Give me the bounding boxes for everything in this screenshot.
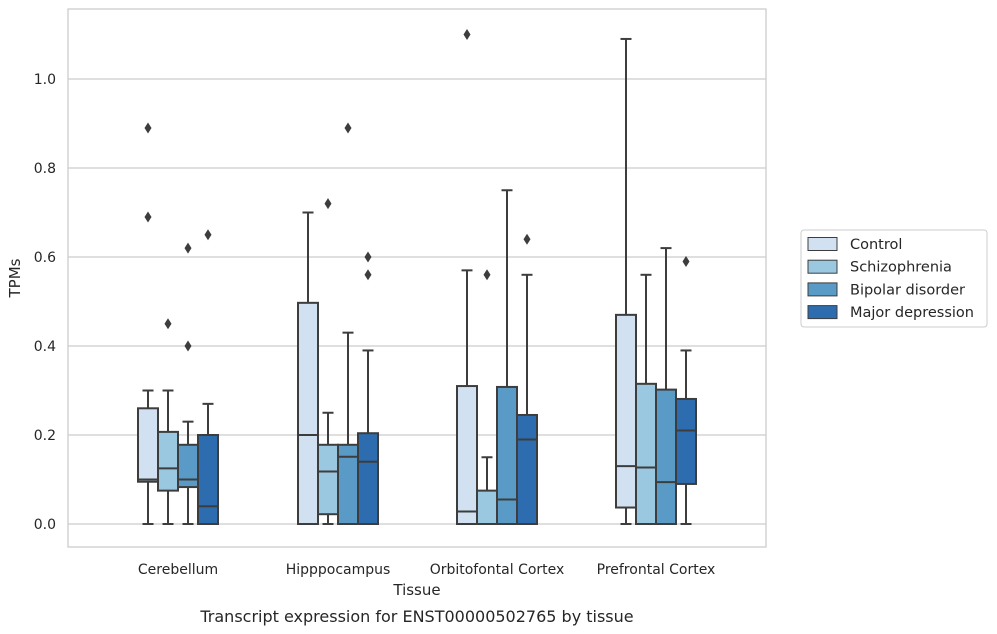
outlier-point: [682, 255, 690, 267]
box-body: [655, 388, 677, 525]
legend-label: Major depression: [850, 305, 974, 321]
box-body: [297, 301, 319, 525]
box-plot: [297, 211, 319, 525]
box-plot: [177, 242, 199, 525]
legend-label: Control: [850, 237, 902, 253]
series-bipolar-disorder: [177, 122, 677, 526]
box-body: [197, 434, 219, 525]
x-tick-label: Hipppocampus: [286, 562, 391, 578]
box-body: [317, 443, 339, 516]
box-plot: [476, 269, 498, 525]
box-body: [516, 413, 538, 526]
outlier-point: [184, 242, 192, 254]
y-tick-label: 0.6: [34, 250, 56, 266]
box-plot: [137, 122, 159, 525]
x-tick-label: Prefrontal Cortex: [597, 562, 716, 578]
x-tick-label: Cerebellum: [138, 562, 218, 578]
outlier-point: [344, 122, 352, 134]
outlier-point: [364, 251, 372, 263]
legend-swatch: [807, 305, 838, 320]
outlier-point: [144, 211, 152, 223]
y-tick-label: 0.2: [34, 428, 56, 444]
box-body: [675, 397, 697, 485]
box-plot: [516, 233, 538, 526]
box-plot: [197, 229, 219, 525]
series-schizophrenia: [157, 198, 657, 526]
outlier-point: [324, 198, 332, 210]
plot-area-frame: [67, 8, 767, 548]
y-tick-label: 1.0: [34, 72, 56, 88]
y-tick-label: 0.4: [34, 339, 56, 355]
box-plot: [635, 273, 657, 526]
y-tick-label: 0.0: [34, 517, 56, 533]
legend-swatch: [807, 259, 838, 274]
legend-items: Control Schizophrenia Bipolar disorder Majo…: [807, 237, 974, 321]
legend: Control Schizophrenia Bipolar disorder Majo…: [800, 229, 988, 328]
box-body: [615, 313, 637, 509]
box-plot: [337, 122, 359, 526]
legend-label: Schizophrenia: [850, 260, 952, 276]
box-plot: [615, 37, 637, 525]
y-tick-label: 0.8: [34, 161, 56, 177]
series-control: [137, 29, 637, 525]
box-body: [137, 407, 159, 483]
box-body: [177, 443, 199, 489]
legend-swatch: [807, 282, 838, 297]
outlier-point: [204, 229, 212, 241]
box-plot: [317, 198, 339, 525]
legend-frame: [800, 229, 988, 328]
box-body: [157, 430, 179, 492]
box-body: [357, 432, 379, 525]
outlier-point: [483, 269, 491, 281]
outlier-point: [463, 29, 471, 40]
y-axis-label: TPMs: [6, 258, 24, 298]
box-groups: [137, 29, 697, 526]
box-body: [635, 382, 657, 526]
legend-swatch: [807, 237, 838, 251]
y-axis-ticks: 0.0 0.2 0.4 0.6 0.8 1.0: [34, 72, 56, 533]
outlier-point: [164, 318, 172, 330]
box-plot: [357, 251, 379, 525]
chart-caption: Transcript expression for ENST0000050276…: [199, 607, 633, 626]
x-axis-ticks: Cerebellum Hipppocampus Orbitofontal Corte…: [138, 562, 715, 578]
box-body: [496, 385, 518, 525]
box-plot: [157, 318, 179, 525]
x-tick-label: Orbitofontal Cortex: [430, 562, 565, 578]
box-plot: [675, 255, 697, 525]
box-plot: [496, 189, 518, 525]
outlier-point: [184, 340, 192, 352]
box-plot: [655, 247, 677, 525]
x-axis-label: Tissue: [392, 581, 440, 599]
series-major-depression: [197, 229, 697, 526]
legend-label: Bipolar disorder: [850, 282, 965, 298]
outlier-point: [364, 269, 372, 281]
outlier-point: [144, 122, 152, 134]
box-body: [476, 489, 498, 525]
box-plot: [456, 29, 478, 525]
outlier-point: [523, 233, 531, 245]
box-body: [456, 385, 478, 525]
